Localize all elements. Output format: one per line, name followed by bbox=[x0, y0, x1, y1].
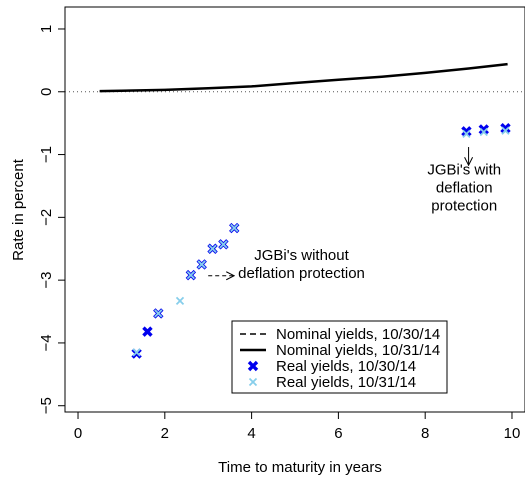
y-axis-label: Rate in percent bbox=[10, 158, 27, 261]
real-yield-point-10-31 bbox=[197, 260, 206, 269]
y-axis: −5 −4 −3 −2 −1 0 1 bbox=[38, 25, 65, 414]
x-tick-label: 10 bbox=[504, 425, 521, 442]
x-tick-label: 8 bbox=[421, 425, 429, 442]
legend-symbol bbox=[247, 360, 259, 372]
x-tick-label: 6 bbox=[334, 425, 342, 442]
real-yield-point-10-31 bbox=[132, 348, 141, 357]
legend-label: Real yields, 10/30/14 bbox=[276, 358, 416, 375]
real-yield-point-10-31 bbox=[479, 127, 488, 137]
real-yield-point-10-31 bbox=[219, 240, 228, 249]
real-yield-point-10-31 bbox=[175, 296, 185, 305]
y-tick-label: −2 bbox=[38, 209, 55, 226]
y-tick-label: −3 bbox=[38, 272, 55, 289]
real-yield-point-10-30 bbox=[142, 326, 153, 337]
legend-marker bbox=[247, 360, 259, 372]
legend-label: Real yields, 10/31/14 bbox=[276, 374, 416, 391]
x-tick-label: 2 bbox=[161, 425, 169, 442]
real-yield-point-10-31 bbox=[501, 126, 510, 135]
nominal-yield-line-10-30 bbox=[99, 63, 508, 92]
real-yield-point-10-31 bbox=[154, 309, 163, 318]
annotation-text: deflation protection bbox=[238, 265, 365, 282]
legend-marker bbox=[248, 377, 258, 387]
legend-label: Nominal yields, 10/30/14 bbox=[276, 326, 440, 343]
y-tick-label: 1 bbox=[38, 25, 55, 33]
y-tick-label: −5 bbox=[38, 397, 55, 414]
real-yield-point-10-30 bbox=[478, 124, 489, 135]
plot-frame bbox=[64, 6, 525, 413]
legend-symbol bbox=[248, 377, 258, 387]
annotation-text: JGBi's without bbox=[254, 247, 349, 264]
real-yield-point-10-30 bbox=[500, 122, 511, 134]
annotation-text: deflation bbox=[436, 180, 493, 197]
y-tick-label: −1 bbox=[38, 146, 55, 163]
real-yield-point-10-31 bbox=[186, 270, 195, 280]
legend-box bbox=[231, 320, 448, 394]
nominal-yield-line-10-31 bbox=[99, 62, 508, 93]
series-layer bbox=[99, 62, 511, 359]
annotation-text: protection bbox=[431, 198, 497, 215]
x-axis: 0 2 4 6 8 10 bbox=[74, 412, 520, 442]
x-tick-label: 4 bbox=[247, 425, 255, 442]
annotation-text: JGBi's with bbox=[427, 162, 501, 179]
real-yield-point-10-30 bbox=[461, 126, 472, 137]
y-tick-label: 0 bbox=[38, 88, 55, 96]
y-tick-label: −4 bbox=[38, 334, 55, 351]
x-axis-label: Time to maturity in years bbox=[218, 459, 382, 476]
real-yield-point-10-31 bbox=[462, 129, 471, 138]
real-yield-point-10-31 bbox=[208, 244, 217, 253]
x-tick-label: 0 bbox=[74, 425, 82, 442]
real-yield-point-10-31 bbox=[230, 223, 239, 233]
legend-label: Nominal yields, 10/31/14 bbox=[276, 342, 440, 359]
